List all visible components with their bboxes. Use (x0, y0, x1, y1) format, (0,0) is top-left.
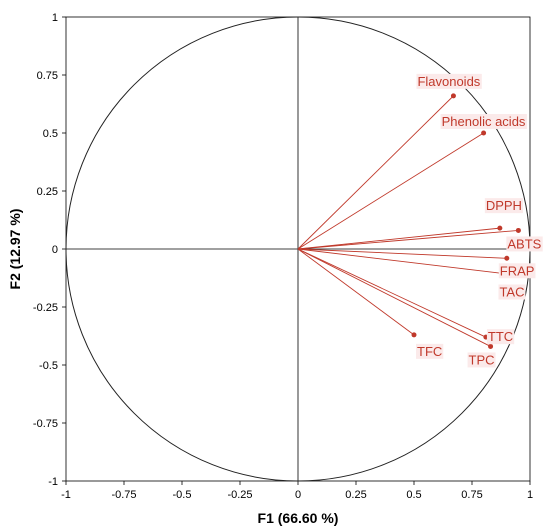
x-tick-label: 1 (527, 489, 533, 501)
vector-line (297, 227, 500, 250)
x-tick-label: 0.25 (345, 489, 366, 501)
vector-label-background (440, 114, 527, 129)
vector-point (481, 130, 487, 136)
y-axis-title: F2 (12.97 %) (7, 209, 23, 290)
y-tick-label: 0.5 (43, 128, 58, 140)
x-tick-label: -0.75 (111, 489, 136, 501)
vector-label-background (486, 329, 515, 345)
vector-line (297, 229, 519, 250)
x-tick-label: -0.5 (173, 489, 192, 501)
y-tick-label: 0.75 (37, 70, 58, 82)
x-tick-label: 0 (295, 489, 301, 501)
vector-label: Phenolic acids (442, 114, 526, 129)
vector-label: ABTS (507, 236, 541, 251)
vector-label-background (498, 284, 526, 300)
vector-label-background (467, 352, 496, 368)
y-tick-label: -0.75 (33, 418, 58, 430)
label-layer: Flavonoids Phenolic acids DPPH ABTS FRAP TAC T… (416, 73, 543, 368)
vector-label-background (416, 73, 482, 89)
x-axis-title: F1 (66.60 %) (258, 510, 339, 526)
axes: -1 -0.75 -0.5 -0.25 0 0.25 0.5 0.75 1 1 0.75 0.5 0.2… (33, 12, 533, 501)
vector-label-background (506, 236, 543, 252)
vector-label-background (498, 263, 536, 279)
vector-label-background (484, 198, 523, 214)
y-tick-label: -1 (48, 476, 58, 488)
vector-label-background (416, 343, 444, 359)
y-tick-label: 1 (52, 12, 58, 24)
vector-point (450, 93, 456, 99)
vector-point (504, 255, 510, 261)
vector-line (297, 95, 454, 250)
vector-label: TAC (499, 285, 524, 300)
vector-label: Flavonoids (417, 74, 480, 89)
vector-point (488, 343, 494, 349)
x-tick-label: -0.25 (227, 489, 252, 501)
vector-line (297, 132, 484, 250)
vector-label: FRAP (500, 263, 535, 278)
vector-point (411, 332, 417, 338)
vector-line (297, 248, 507, 259)
vector-point (515, 227, 521, 233)
vector-line (297, 248, 487, 338)
vector-label: DPPH (486, 198, 522, 213)
vector-line (297, 248, 512, 275)
vector-point (497, 225, 503, 231)
vector-line (297, 248, 415, 336)
y-tick-label: -0.5 (39, 360, 58, 372)
x-tick-label: 0.5 (406, 489, 421, 501)
y-tick-label: -0.25 (33, 302, 58, 314)
vector-label: TFC (417, 344, 442, 359)
y-tick-label: 0.25 (37, 186, 58, 198)
vector-label: TTC (488, 329, 513, 344)
y-tick-label: 0 (52, 244, 58, 256)
vector-line (297, 248, 491, 347)
x-tick-label: -1 (61, 489, 71, 501)
x-tick-label: 0.75 (461, 489, 482, 501)
vector-layer (297, 93, 521, 349)
vector-label: TPC (469, 352, 495, 367)
